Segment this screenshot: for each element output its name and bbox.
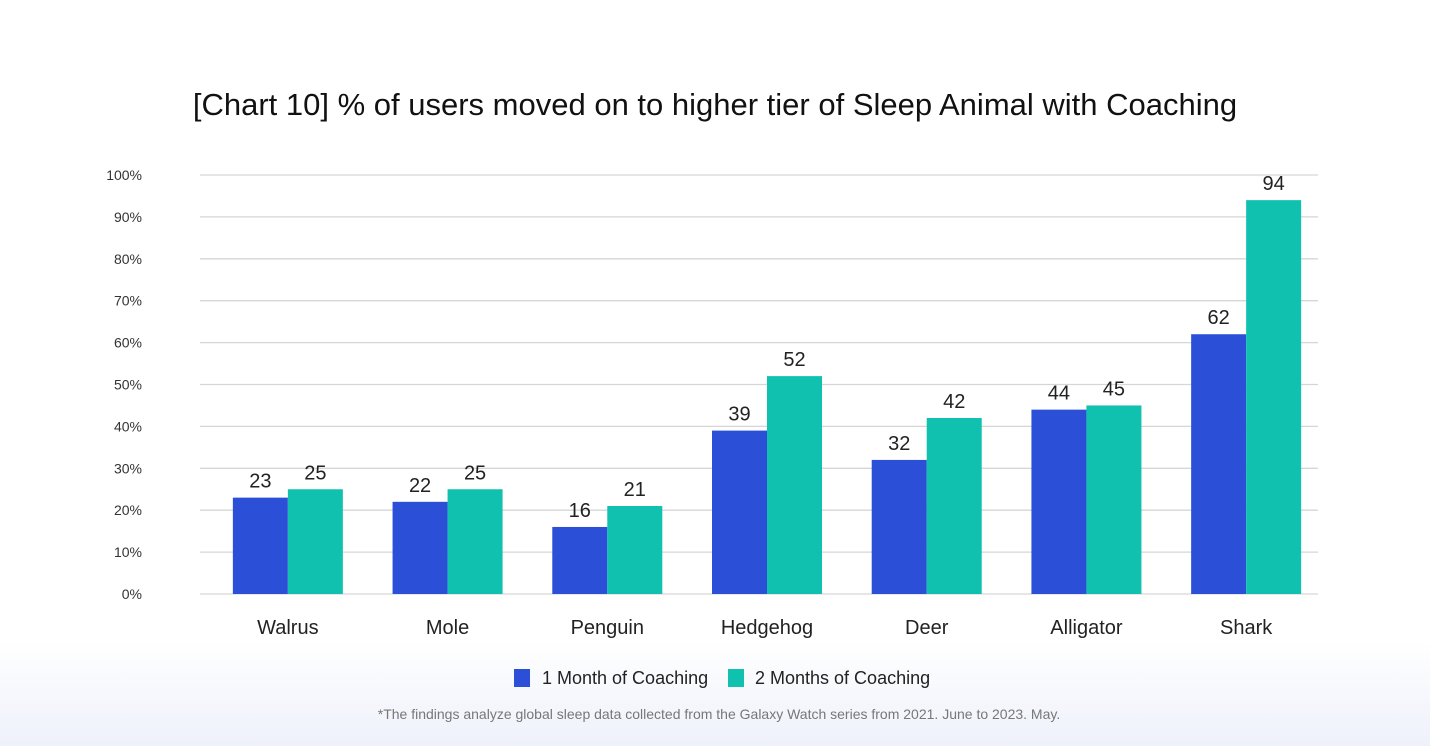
legend-label-1-month: 1 Month of Coaching <box>542 668 708 688</box>
data-label: 52 <box>783 349 805 371</box>
x-tick-label: Alligator <box>1050 617 1123 639</box>
data-label: 32 <box>888 433 910 455</box>
bar-mole-1 <box>392 501 448 594</box>
y-tick-label: 90% <box>114 209 142 225</box>
data-label: 42 <box>943 391 965 413</box>
data-label: 62 <box>1208 307 1230 329</box>
y-tick-label: 40% <box>114 418 142 434</box>
legend-swatch-1-month <box>514 669 530 687</box>
data-label: 25 <box>304 462 326 484</box>
y-tick-label: 80% <box>114 251 142 267</box>
data-label: 25 <box>464 462 486 484</box>
data-label: 22 <box>409 475 431 497</box>
y-tick-label: 50% <box>114 377 142 393</box>
y-tick-label: 100% <box>106 167 142 183</box>
bar-mole-2 <box>447 489 503 594</box>
x-tick-label: Shark <box>1220 617 1273 639</box>
bar-penguin-1 <box>552 526 608 594</box>
legend-swatch-2-months <box>728 669 744 687</box>
data-label: 45 <box>1103 378 1125 400</box>
data-label: 21 <box>624 479 646 501</box>
x-tick-label: Hedgehog <box>721 617 813 639</box>
bar-penguin-2 <box>607 506 663 594</box>
x-tick-label: Deer <box>905 617 949 639</box>
y-tick-label: 30% <box>114 460 142 476</box>
data-label: 16 <box>569 500 591 522</box>
y-tick-label: 70% <box>114 293 142 309</box>
bar-alligator-2 <box>1086 405 1142 594</box>
y-tick-label: 0% <box>122 586 142 602</box>
footnote: *The findings analyze global sleep data … <box>378 706 1060 722</box>
legend: 1 Month of Coaching 2 Months of Coaching <box>514 668 930 688</box>
bar-hedgehog-1 <box>712 430 767 594</box>
y-tick-label: 20% <box>114 502 142 518</box>
bar-alligator-1 <box>1031 409 1087 594</box>
bar-shark-1 <box>1191 334 1247 594</box>
bar-walrus-1 <box>232 497 288 594</box>
bar-shark-2 <box>1246 200 1302 594</box>
x-tick-label: Walrus <box>257 617 318 639</box>
data-label: 39 <box>728 404 750 426</box>
data-label: 44 <box>1048 383 1070 405</box>
bar-hedgehog-2 <box>767 376 822 594</box>
bar-deer-1 <box>871 459 927 594</box>
x-tick-label: Mole <box>426 617 469 639</box>
chart-title: [Chart 10] % of users moved on to higher… <box>193 87 1237 122</box>
bar-walrus-2 <box>287 489 343 594</box>
data-label: 23 <box>249 471 271 493</box>
data-label: 94 <box>1263 173 1285 195</box>
y-tick-label: 60% <box>114 335 142 351</box>
legend-label-2-months: 2 Months of Coaching <box>755 668 930 688</box>
bar-deer-2 <box>926 418 982 594</box>
x-tick-label: Penguin <box>571 617 644 639</box>
y-tick-label: 10% <box>114 544 142 560</box>
